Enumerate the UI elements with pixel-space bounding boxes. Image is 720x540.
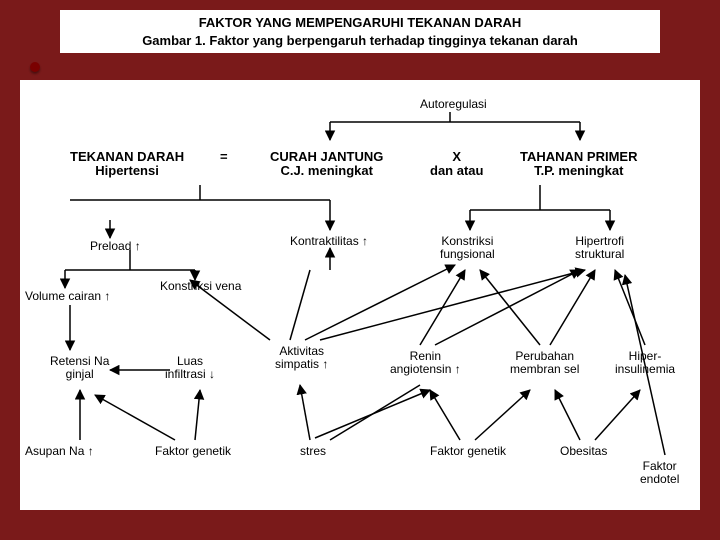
- title-block: FAKTOR YANG MEMPENGARUHI TEKANAN DARAH G…: [60, 10, 660, 53]
- bullet-icon: [30, 62, 40, 72]
- node-eq: =: [220, 150, 228, 164]
- node-hipertrofi: Hipertrofi struktural: [575, 235, 624, 261]
- node-kontraktil: Kontraktilitas ↑: [290, 235, 368, 248]
- node-faktor_g2: Faktor genetik: [430, 445, 506, 458]
- node-curah: CURAH JANTUNG C.J. meningkat: [270, 150, 383, 179]
- node-preload: Preload ↑: [90, 240, 141, 253]
- diagram-area: Autoregulasi TEKANAN DARAH Hipertensi = CUR…: [20, 80, 700, 510]
- node-konstriksi_f: Konstriksi fungsional: [440, 235, 495, 261]
- node-aktivitas: Aktivitas simpatis ↑: [275, 345, 328, 371]
- node-tahanan: TAHANAN PRIMER T.P. meningkat: [520, 150, 637, 179]
- node-xdanatau: X dan atau: [430, 150, 483, 179]
- node-stres: stres: [300, 445, 326, 458]
- title-line1: FAKTOR YANG MEMPENGARUHI TEKANAN DARAH: [66, 14, 654, 32]
- node-renin: Renin angiotensin ↑: [390, 350, 461, 376]
- node-faktor_e: Faktor endotel: [640, 460, 679, 486]
- node-konstriksi_v: Konstriksi vena: [160, 280, 241, 293]
- title-line2: Gambar 1. Faktor yang berpengaruh terhad…: [66, 32, 654, 50]
- node-obesitas: Obesitas: [560, 445, 607, 458]
- node-retensi: Retensi Na ginjal: [50, 355, 109, 381]
- node-tekanan: TEKANAN DARAH Hipertensi: [70, 150, 184, 179]
- node-luas: Luas infiltrasi ↓: [165, 355, 215, 381]
- node-autoregulasi: Autoregulasi: [420, 98, 487, 111]
- node-asupan: Asupan Na ↑: [25, 445, 94, 458]
- node-faktor_g1: Faktor genetik: [155, 445, 231, 458]
- node-perubahan: Perubahan membran sel: [510, 350, 579, 376]
- node-volume: Volume cairan ↑: [25, 290, 110, 303]
- node-hiper: Hiper- insulinemia: [615, 350, 675, 376]
